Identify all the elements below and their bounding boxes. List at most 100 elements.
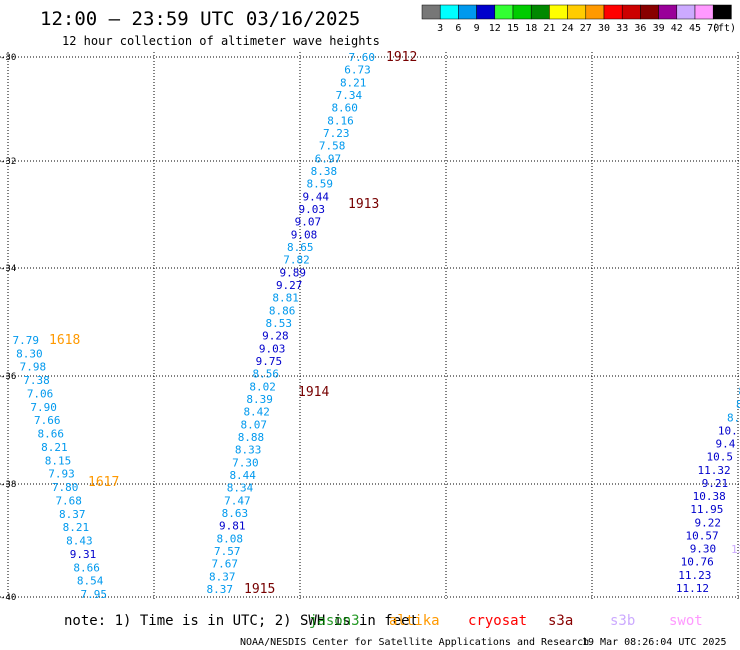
- wave-height-value: 8.43: [66, 535, 93, 548]
- wave-height-value: 7.67: [211, 558, 238, 571]
- satellite-name: s3b: [610, 613, 635, 629]
- pass-time-label: 1913: [348, 197, 379, 212]
- wave-height-value: 7.79: [13, 334, 40, 347]
- wave-height-value: 11.23: [678, 569, 711, 582]
- wave-height-value: 9.07: [295, 216, 322, 229]
- wave-height-value: 8.88: [238, 431, 265, 444]
- wave-height-value: 7.57: [214, 545, 241, 558]
- wave-height-value: 7.90: [30, 401, 57, 414]
- satellite-legend: altika cryosat s3a s3b swot: [389, 613, 703, 629]
- wave-height-value: 7.47: [224, 494, 251, 507]
- legend-swatch: [458, 4, 477, 20]
- wave-height-value: 8.63: [222, 507, 249, 520]
- wave-height-value: 8.60: [331, 102, 358, 115]
- wave-height-value: 8.81: [272, 292, 299, 305]
- wave-height-value: 9.28: [262, 330, 289, 343]
- wave-height-value: 11.95: [690, 503, 723, 516]
- lat-tick-label: -34: [0, 264, 16, 274]
- pass-time-label: 1618: [49, 333, 80, 348]
- wave-height-value: 9.30: [690, 543, 717, 556]
- wave-height-value: 8.65: [287, 241, 314, 254]
- wave-height-value: 8.16: [327, 114, 354, 127]
- wave-height-value: 8.42: [243, 406, 270, 419]
- map-title: 12:00 – 23:59 UTC 03/16/2025: [40, 8, 360, 30]
- wave-height-value: 10.38: [693, 490, 726, 503]
- wave-height-value: 8.38: [311, 165, 338, 178]
- track-a-wave-heights: 7.606.738.217.348.608.167.237.586.978.38…: [207, 51, 376, 596]
- legend-label: 42: [671, 23, 683, 34]
- pass-time-label: 1617: [88, 475, 119, 490]
- wave-height-value: 7.95: [81, 588, 108, 601]
- wave-height-value: 8.37: [209, 570, 236, 583]
- footer-jason3-overlap: jason3: [309, 613, 360, 629]
- wave-height-value: 10.57: [685, 529, 718, 542]
- legend-label: 27: [580, 23, 592, 34]
- wave-height-value: 9.44: [303, 190, 330, 203]
- legend-label: 15: [507, 23, 519, 34]
- wave-height-value: 9.31: [70, 548, 97, 561]
- wave-height-value: 9.81: [219, 520, 246, 533]
- legend-label: 9: [474, 23, 480, 34]
- lat-tick-label: -40: [0, 593, 16, 603]
- wave-height-value: 9.21: [702, 477, 729, 490]
- pass-time-label: 1915: [244, 582, 275, 597]
- wave-height-value: 13: [731, 543, 740, 556]
- wave-height-value: 7.82: [283, 254, 310, 267]
- legend-swatch: [658, 4, 678, 20]
- legend-swatch: [676, 4, 696, 20]
- wave-height-value: 8: [738, 385, 740, 398]
- wave-height-value: 8.21: [340, 76, 367, 89]
- lat-lon-grid: [0, 52, 740, 600]
- wave-height-value: 7.34: [336, 89, 363, 102]
- legend-label: 70: [707, 23, 719, 34]
- wave-height-value: 8.44: [229, 469, 256, 482]
- wave-height-value: 7.23: [323, 127, 350, 140]
- footer-credit: NOAA/NESDIS Center for Satellite Applica…: [240, 637, 589, 648]
- wave-height-value: 7.98: [20, 361, 47, 374]
- legend-swatch: [439, 4, 459, 20]
- wave-height-value: 8.37: [59, 508, 86, 521]
- wave-height-value: 9.03: [299, 203, 326, 216]
- legend-label: 21: [543, 23, 555, 34]
- wave-height-value: 7.60: [349, 51, 376, 64]
- wave-height-value: 8.59: [307, 178, 334, 191]
- wave-height-value: 8.66: [73, 561, 100, 574]
- lat-tick-label: -30: [0, 53, 16, 63]
- wave-height-value: 8.: [727, 411, 740, 424]
- legend-label: 12: [489, 23, 501, 34]
- wave-height-value: 8.21: [63, 521, 90, 534]
- wave-height-value: 8.30: [16, 347, 43, 360]
- wave-height-value: 8.07: [241, 418, 268, 431]
- wave-height-value: 8: [736, 398, 740, 411]
- wave-height-value: 8.15: [45, 454, 72, 467]
- legend-swatch: [567, 4, 587, 20]
- satellite-name: cryosat: [468, 613, 527, 629]
- pass-time-label: 1912: [386, 50, 417, 65]
- wave-height-value: 6.73: [344, 64, 371, 77]
- satellite-name: swot: [669, 613, 703, 629]
- track-c-wave-heights: 888.10.9.410.511.329.2110.3811.959.2210.…: [676, 385, 740, 595]
- legend-swatch: [694, 4, 714, 20]
- pass-time-label: 1914: [298, 385, 329, 400]
- map-subtitle: 12 hour collection of altimeter wave hei…: [62, 34, 380, 48]
- wave-height-value: 8.37: [207, 583, 234, 596]
- latitude-tick-labels: -30 -32 -34 -36 -38 -40: [0, 53, 16, 603]
- lat-tick-label: -38: [0, 480, 16, 490]
- lat-tick-label: -36: [0, 372, 16, 382]
- legend-label: 6: [455, 23, 461, 34]
- legend-swatch: [603, 4, 623, 20]
- wave-height-value: 9.89: [280, 266, 307, 279]
- legend-label: 33: [616, 23, 628, 34]
- wave-height-value: 9.75: [256, 355, 283, 368]
- legend-label: 36: [634, 23, 646, 34]
- wave-height-value: 8.56: [253, 368, 280, 381]
- wave-height-value: 8.54: [77, 575, 104, 588]
- legend-swatch: [712, 4, 732, 20]
- wave-height-value: 9.03: [259, 342, 286, 355]
- wave-height-value: 9.4: [716, 438, 736, 451]
- wave-height-value: 8.33: [235, 444, 262, 457]
- legend-swatch: [421, 4, 441, 20]
- wave-height-value: 8.86: [269, 304, 296, 317]
- wave-height-value: 7.80: [52, 481, 79, 494]
